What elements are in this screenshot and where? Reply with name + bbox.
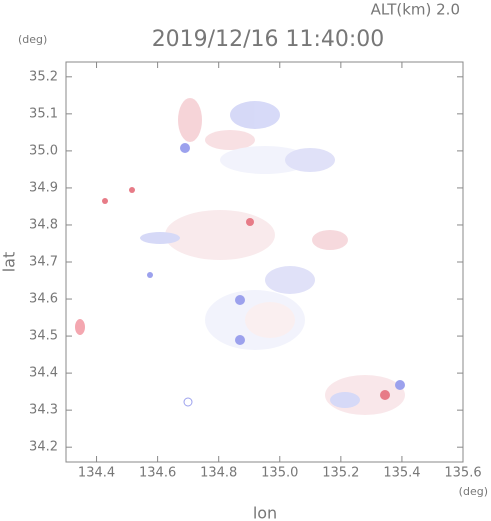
echo-blob <box>220 146 310 174</box>
y-axis-label: lat <box>0 252 19 273</box>
echo-blob <box>140 232 180 244</box>
y-tick-label: 34.2 <box>29 440 58 455</box>
x-tick-label: 135.6 <box>444 466 481 481</box>
echo-field <box>75 98 405 415</box>
y-tick-label: 35.1 <box>29 106 58 121</box>
x-tick-label: 134.8 <box>200 466 237 481</box>
y-tick-label: 34.3 <box>29 403 58 418</box>
y-tick-label: 35.2 <box>29 69 58 84</box>
echo-blob <box>180 143 190 153</box>
echo-blob <box>205 130 255 150</box>
echo-blob <box>147 272 153 278</box>
echo-blob <box>165 210 275 260</box>
y-tick-label: 34.4 <box>29 366 58 381</box>
echo-blob <box>330 392 360 408</box>
x-tick-label: 135.2 <box>322 466 359 481</box>
x-tick-label: 135.0 <box>261 466 298 481</box>
echo-blob <box>395 380 405 390</box>
echo-blob <box>245 302 295 338</box>
echo-blob <box>265 266 315 294</box>
x-tick-label: 134.6 <box>139 466 176 481</box>
echo-blob <box>230 101 280 129</box>
echo-blob <box>75 319 85 335</box>
echo-blob <box>285 148 335 172</box>
y-tick-label: 34.6 <box>29 292 58 307</box>
chart-title: 2019/12/16 11:40:00 <box>152 27 385 52</box>
y-tick-label: 34.8 <box>29 217 58 232</box>
x-tick-label: 135.4 <box>383 466 420 481</box>
echo-blob <box>102 198 108 204</box>
x-tick-label: 134.4 <box>78 466 115 481</box>
echo-blob <box>129 187 135 193</box>
echo-blob <box>312 230 348 250</box>
echo-blob <box>235 335 245 345</box>
y-tick-label: 34.7 <box>29 255 58 270</box>
y-tick-label: 34.9 <box>29 180 58 195</box>
echo-blob <box>178 98 202 142</box>
y-tick-label: 35.0 <box>29 143 58 158</box>
x-axis-label: lon <box>253 504 277 521</box>
altitude-label: ALT(km) 2.0 <box>371 1 460 19</box>
x-unit: (deg) <box>459 485 488 498</box>
echo-blob <box>380 390 390 400</box>
echo-blob <box>183 397 193 407</box>
echo-blob <box>235 295 245 305</box>
echo-blob <box>246 218 254 226</box>
y-unit: (deg) <box>18 33 47 46</box>
y-tick-label: 34.5 <box>29 329 58 344</box>
